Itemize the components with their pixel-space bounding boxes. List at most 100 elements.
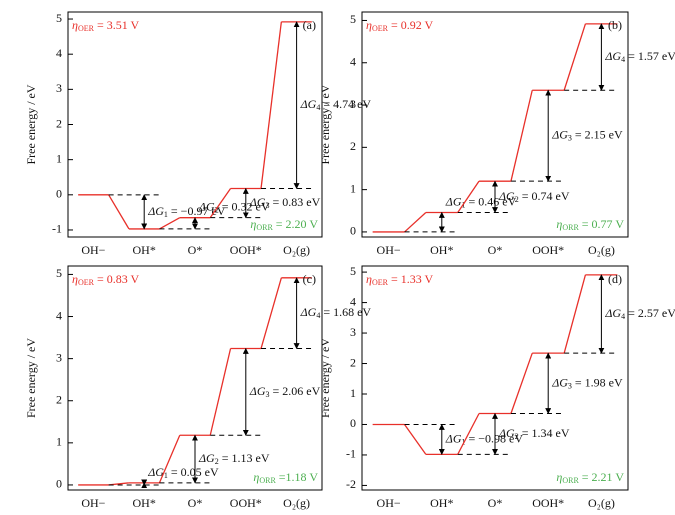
plot-frame xyxy=(361,265,629,491)
panel-label: (a) xyxy=(303,18,316,32)
x-tick-label: OOH* xyxy=(532,496,564,510)
subscript: 2 xyxy=(515,195,519,204)
symbol: η xyxy=(556,217,562,231)
symbol: η xyxy=(366,272,372,286)
delta-label: ΔG2 = 0.74 eV xyxy=(498,189,570,204)
y-tick-label: 0 xyxy=(350,416,356,430)
symbol: η xyxy=(556,470,562,484)
subscript: OER xyxy=(372,278,389,287)
y-tick-label: 0 xyxy=(56,477,62,491)
energy-connector xyxy=(457,413,480,455)
x-tick-label: OH− xyxy=(81,496,105,510)
energy-connector xyxy=(563,23,587,91)
value-text: = 1.68 eV xyxy=(320,305,371,319)
y-tick-label: 1 xyxy=(56,151,62,165)
value-text: = 1.34 eV xyxy=(519,426,570,440)
eta-oer: ηOER = 3.51 V xyxy=(72,18,140,33)
y-tick-label: 3 xyxy=(56,350,62,364)
x-tick-label: O₂(g) xyxy=(588,243,615,257)
y-tick-label: -1 xyxy=(52,222,62,236)
value-text: = −0.97 eV xyxy=(168,204,226,218)
x-tick-label: O₂(g) xyxy=(283,243,310,257)
subscript: 2 xyxy=(215,205,219,214)
eta-oer: ηOER = 0.83 V xyxy=(72,272,140,287)
x-tick-label: O₂(g) xyxy=(588,496,615,510)
y-axis-label: Free energy / eV xyxy=(318,338,332,418)
value-text: = 0.46 eV xyxy=(466,194,517,208)
value-text: = 2.20 V xyxy=(273,217,319,231)
symbol: ΔG xyxy=(551,375,568,389)
y-tick-label: 1 xyxy=(56,435,62,449)
y-axis-label: Free energy / eV xyxy=(318,84,332,164)
y-tick-label: 3 xyxy=(350,325,356,339)
delta-label: ΔG1 = 0.05 eV xyxy=(147,465,219,480)
y-tick-label: -2 xyxy=(346,477,356,491)
energy-connector xyxy=(158,435,181,484)
delta-label: ΔG4 = 1.68 eV xyxy=(300,305,372,320)
y-tick-label: 2 xyxy=(350,139,356,153)
x-tick-label: OOH* xyxy=(230,243,262,257)
delta-label: ΔG4 = 1.57 eV xyxy=(604,49,675,64)
eta-orr: ηORR = 2.21 V xyxy=(556,470,624,485)
eta-orr: ηORR =1.18 V xyxy=(253,470,318,485)
value-text: = 0.05 eV xyxy=(168,465,219,479)
subscript: 3 xyxy=(266,201,270,210)
value-text: = 0.83 eV xyxy=(270,195,321,209)
value-text: = 2.06 eV xyxy=(270,384,321,398)
subscript: ORR xyxy=(562,223,579,232)
energy-connector xyxy=(260,277,282,349)
plot-frame xyxy=(361,11,629,238)
energy-connector xyxy=(159,217,181,230)
symbol: ΔG xyxy=(498,189,515,203)
y-tick-label: 4 xyxy=(350,55,356,69)
y-tick-label: 5 xyxy=(56,266,62,280)
y-tick-label: -1 xyxy=(346,447,356,461)
subscript: 1 xyxy=(164,471,168,480)
value-text: = 2.21 V xyxy=(579,470,625,484)
subscript: OER xyxy=(372,24,389,33)
symbol: ΔG xyxy=(249,384,266,398)
value-text: = 0.83 V xyxy=(94,272,140,286)
symbol: ΔG xyxy=(147,465,164,479)
panel-label: (d) xyxy=(608,272,622,286)
y-tick-label: 2 xyxy=(56,392,62,406)
x-tick-label: OH* xyxy=(133,243,156,257)
y-tick-label: 1 xyxy=(350,386,356,400)
y-axis-label: Free energy / eV xyxy=(24,84,38,164)
energy-connector xyxy=(510,90,533,182)
subscript: 4 xyxy=(316,103,320,112)
x-tick-label: OOH* xyxy=(532,243,564,257)
delta-label: ΔG4 = 2.57 eV xyxy=(604,306,675,321)
value-text: = 0.74 eV xyxy=(519,189,570,203)
symbol: η xyxy=(366,18,372,32)
value-text: =1.18 V xyxy=(276,470,319,484)
symbol: ΔG xyxy=(300,97,317,111)
energy-connector xyxy=(260,21,283,189)
symbol: ΔG xyxy=(198,199,215,213)
y-tick-label: 0 xyxy=(56,187,62,201)
y-tick-label: 4 xyxy=(56,308,62,322)
x-tick-label: OH* xyxy=(430,496,453,510)
panel-label: (b) xyxy=(608,18,622,32)
subscript: ORR xyxy=(562,476,579,485)
subscript: 4 xyxy=(621,55,625,64)
subscript: 1 xyxy=(462,437,466,446)
symbol: ΔG xyxy=(300,305,317,319)
y-tick-label: 5 xyxy=(350,264,356,278)
y-tick-label: 5 xyxy=(350,12,356,26)
subscript: OER xyxy=(78,24,95,33)
value-text: = 1.13 eV xyxy=(219,451,270,465)
energy-connector xyxy=(209,188,232,219)
symbol: η xyxy=(253,470,259,484)
y-tick-label: 4 xyxy=(56,46,62,60)
subscript: 1 xyxy=(164,210,168,219)
y-tick-label: 2 xyxy=(56,116,62,130)
x-tick-label: OH* xyxy=(430,243,453,257)
y-tick-label: 3 xyxy=(56,81,62,95)
value-text: = 0.77 V xyxy=(579,217,625,231)
energy-connector xyxy=(209,348,232,436)
y-axis-label: Free energy / eV xyxy=(24,338,38,418)
symbol: ΔG xyxy=(445,431,462,445)
value-text: = 3.51 V xyxy=(94,18,140,32)
